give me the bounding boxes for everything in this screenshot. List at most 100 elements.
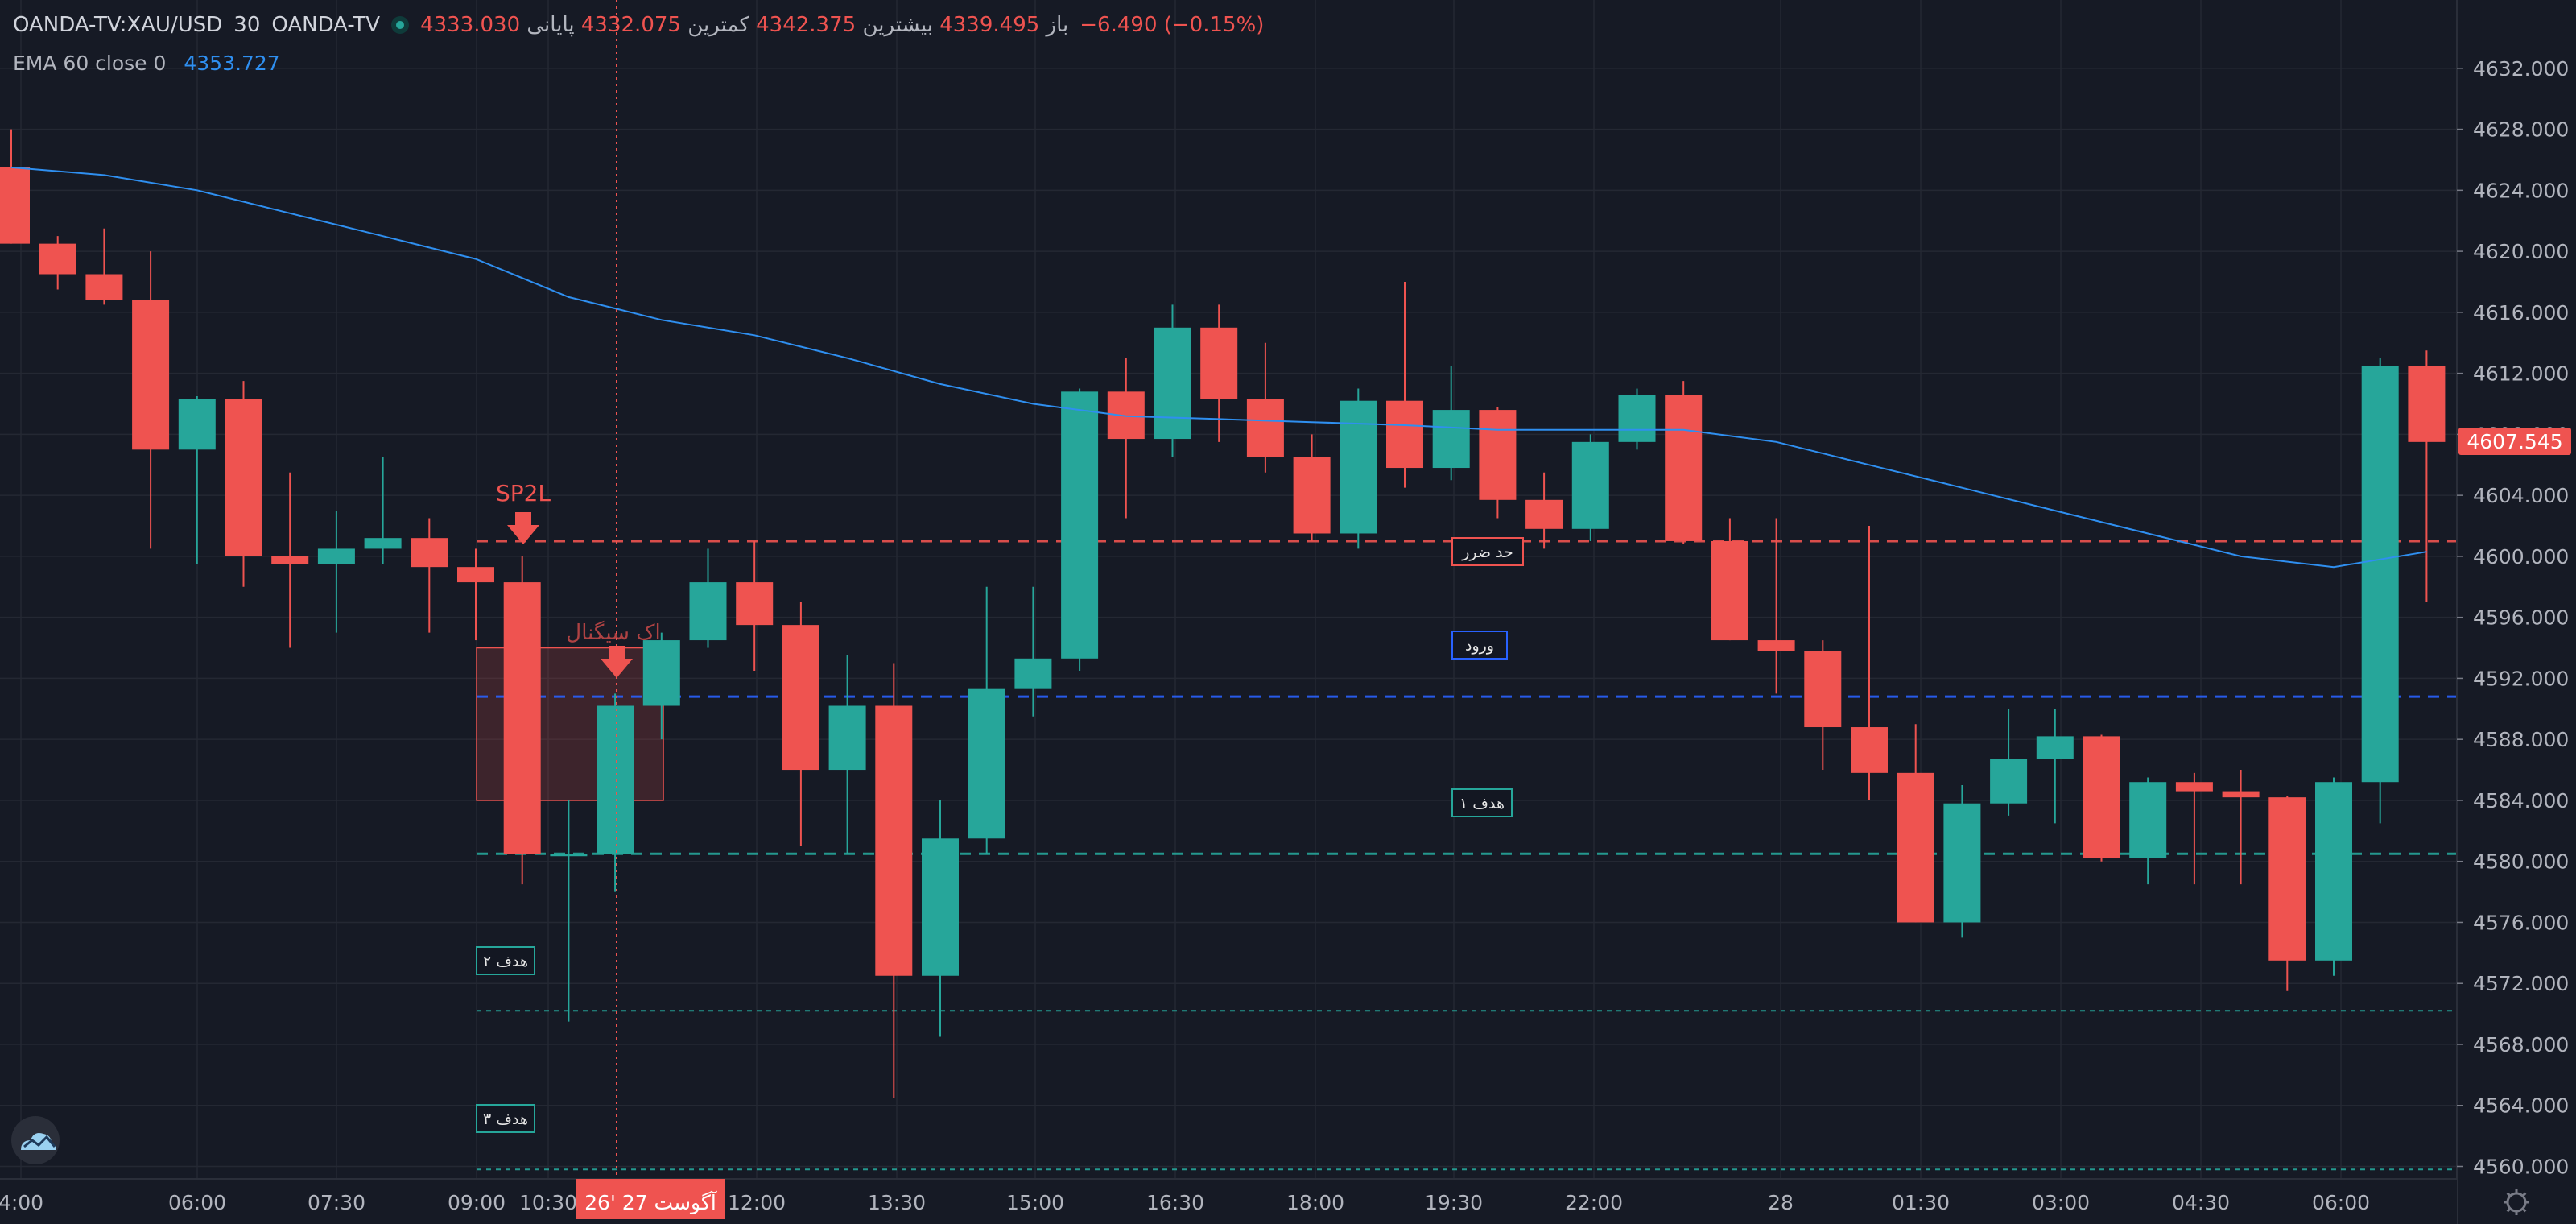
candle-body xyxy=(85,274,123,300)
candle-body xyxy=(39,243,76,275)
candle-body xyxy=(1571,441,1609,529)
price-tick-label: 4632.000 xyxy=(2473,57,2569,81)
stop-loss-label[interactable]: حد ضرر xyxy=(1451,537,1524,566)
candle[interactable] xyxy=(689,548,727,648)
market-status-icon[interactable] xyxy=(391,16,410,34)
target-2-label[interactable]: هدف ۲ xyxy=(476,946,535,975)
candle-body xyxy=(550,854,588,857)
candle[interactable] xyxy=(1014,586,1052,717)
candle[interactable] xyxy=(1990,709,2028,816)
candle-body xyxy=(875,705,913,976)
candle[interactable] xyxy=(1061,388,1099,671)
open-value: 4339.495 xyxy=(939,13,1040,37)
candle[interactable] xyxy=(1432,366,1470,481)
candle[interactable] xyxy=(1804,640,1842,771)
target-2-label-box xyxy=(476,946,535,975)
crosshair-time-badge[interactable] xyxy=(576,1179,724,1219)
candle[interactable] xyxy=(1571,434,1609,541)
candle[interactable] xyxy=(2315,777,2352,976)
candle[interactable] xyxy=(2268,796,2306,991)
candle[interactable] xyxy=(317,511,355,633)
time-axis-bg xyxy=(0,1179,2457,1224)
crosshair-time-label: 26' آگوست 27 xyxy=(584,1190,717,1214)
symbol-name[interactable]: OANDA-TV:XAU/USD xyxy=(13,13,223,37)
current-price-label: 4607.545 xyxy=(2467,430,2562,453)
candle[interactable] xyxy=(1711,518,1748,641)
candle[interactable] xyxy=(178,396,216,564)
candle[interactable] xyxy=(2222,770,2260,885)
candle[interactable] xyxy=(1340,388,1377,549)
candle[interactable] xyxy=(968,586,1005,854)
time-tick-label: 10:30 xyxy=(519,1191,577,1214)
candle-body xyxy=(411,538,448,568)
candle[interactable] xyxy=(1897,724,1934,923)
candle[interactable] xyxy=(1757,518,1795,694)
candle[interactable] xyxy=(503,556,541,885)
candle[interactable] xyxy=(1293,434,1331,541)
open-label: باز xyxy=(1046,13,1069,37)
candle[interactable] xyxy=(736,540,774,671)
gear-icon[interactable] xyxy=(2504,1189,2529,1215)
time-axis[interactable]: 4:00 06:00 07:30 09:00 10:30 12:00 13:30 15:00 1… xyxy=(0,1178,2457,1224)
candle[interactable] xyxy=(2361,358,2399,824)
candle[interactable] xyxy=(1525,472,1563,549)
candle[interactable] xyxy=(1154,304,1191,457)
candle[interactable] xyxy=(2175,772,2213,885)
candle[interactable] xyxy=(1479,407,1517,519)
candle[interactable] xyxy=(364,457,402,564)
candle[interactable] xyxy=(457,548,494,641)
candle[interactable] xyxy=(411,518,448,633)
candle[interactable] xyxy=(597,693,634,892)
candle[interactable] xyxy=(225,381,262,587)
entry-label-box xyxy=(1451,631,1508,660)
entry-label[interactable]: ورود xyxy=(1451,631,1508,660)
candle[interactable] xyxy=(2036,709,2074,824)
price-tick-label: 4604.000 xyxy=(2473,484,2569,507)
candles[interactable] xyxy=(0,129,2446,1098)
candle[interactable] xyxy=(2408,350,2446,602)
price-tick-label: 4592.000 xyxy=(2473,667,2569,690)
candle[interactable] xyxy=(922,800,959,1037)
price-axis[interactable]: 4632.000 4628.000 4624.000 4620.000 4616.000… xyxy=(2456,0,2576,1224)
candle[interactable] xyxy=(1943,785,1981,938)
price-tick-label: 4588.000 xyxy=(2473,728,2569,751)
time-tick-label: 16:30 xyxy=(1146,1191,1204,1214)
candle-body xyxy=(1293,457,1331,534)
candle-body xyxy=(1014,658,1052,689)
candle[interactable] xyxy=(1851,526,1888,800)
candle[interactable] xyxy=(2083,734,2120,862)
candle-body xyxy=(736,582,774,626)
time-tick-label: 19:30 xyxy=(1425,1191,1483,1214)
close-value: 4333.030 xyxy=(420,13,521,37)
candle[interactable] xyxy=(0,129,30,244)
ema-legend[interactable]: EMA 60 close 0 4353.727 xyxy=(13,52,280,75)
candle[interactable] xyxy=(1618,388,1656,450)
candle[interactable] xyxy=(39,236,76,290)
target-1-label[interactable]: هدف ۱ xyxy=(1451,788,1513,817)
candle[interactable] xyxy=(2129,777,2167,885)
price-tick-label: 4584.000 xyxy=(2473,789,2569,813)
candle[interactable] xyxy=(782,602,819,846)
candle[interactable] xyxy=(271,472,309,648)
price-tick-label: 4568.000 xyxy=(2473,1033,2569,1057)
target-3-label-text: هدف ۳ xyxy=(483,1110,528,1128)
candle-body xyxy=(1479,410,1517,500)
target-3-label[interactable]: هدف ۳ xyxy=(476,1104,535,1133)
candle[interactable] xyxy=(875,663,913,1098)
current-price-badge[interactable] xyxy=(2458,427,2571,455)
candle[interactable] xyxy=(132,251,170,549)
corner-icons[interactable] xyxy=(11,1116,2529,1215)
candle[interactable] xyxy=(1665,381,1703,544)
stop-loss-label-text: حد ضرر xyxy=(1461,544,1513,561)
level-labels[interactable]: حد ضرر ورود هدف ۱ هدف ۲ هدف ۳ xyxy=(476,537,1524,1133)
candle[interactable] xyxy=(85,228,123,305)
candle[interactable] xyxy=(1246,342,1284,473)
candle[interactable] xyxy=(550,800,588,1022)
cloud-logo-icon[interactable] xyxy=(11,1116,60,1164)
candle[interactable] xyxy=(1386,281,1423,488)
candle[interactable] xyxy=(642,632,680,740)
interval-label[interactable]: 30 xyxy=(233,13,261,37)
candle[interactable] xyxy=(828,655,866,854)
candle-body xyxy=(1943,803,1981,923)
